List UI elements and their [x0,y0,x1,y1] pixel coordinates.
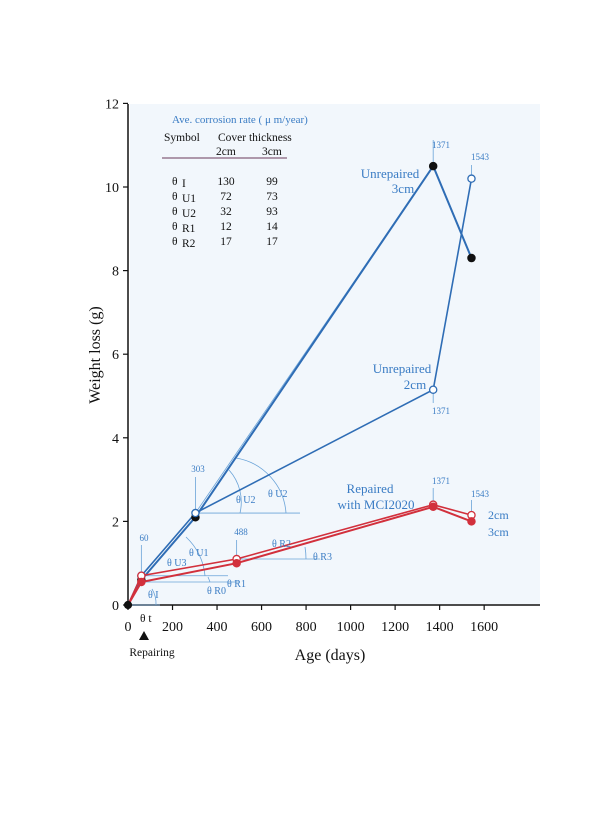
data-point-unrepaired-3cm [428,161,438,171]
label-repaired-2: with MCI2020 [338,497,415,512]
day-label-60: 60 [140,533,150,543]
x-tick-label: 400 [207,620,228,635]
guide-arc-u2b [235,457,287,514]
plot-background [130,104,540,604]
theta-u3: θ U3 [167,558,187,569]
x-tick-label: 1600 [470,620,498,635]
theta-r3: θ R3 [313,552,332,563]
label-repaired-2cm: 2cm [488,508,509,522]
rate-row-2cm: 12 [220,221,232,233]
x-tick-label: 200 [162,620,183,635]
axis-ticks: 0 200 400 600 800 1000 1200 1400 1600 0 2 4 6 8 10 12 [105,97,498,635]
rate-row-symbol: θ [172,176,178,188]
y-tick-label: 12 [105,97,119,112]
theta-r2: θ R2 [272,539,291,550]
data-point-unrepaired-2cm [191,508,200,518]
rate-row-2cm: 32 [220,206,232,218]
y-axis-title: Weight loss (g) [87,306,104,403]
x-tick-label: 1000 [337,620,365,635]
repairing-marker [139,631,149,640]
rate-table-thickness-header: Cover thickness [218,132,292,144]
theta-u2-a: θ U2 [236,495,256,506]
day-label-1371-low: 1371 [432,476,450,486]
theta-u1: θ U1 [189,548,209,559]
rate-row-symbol: θ [172,236,178,248]
label-repaired-3cm: 3cm [488,525,509,539]
repairing-label: Repairing [129,647,175,659]
y-tick-label: 0 [112,599,119,614]
rate-row-subscript: R2 [182,238,196,250]
label-repaired-1: Repaired [347,481,394,496]
rate-row-symbol: θ [172,206,178,218]
y-tick-label: 2 [112,515,119,530]
rate-table-col-3cm: 3cm [262,146,282,158]
guide-arc-r1 [207,576,211,583]
data-point-repaired-3cm [428,502,438,512]
theta-r1: θ R1 [227,579,246,590]
rate-table-rows: θ I 130 99θ U1 72 73θ U2 32 93θ R1 12 14θ R2 17 17 [172,176,278,250]
x-tick-label: 1200 [381,620,409,635]
rate-row-2cm: 17 [220,236,232,248]
data-point-repaired-3cm [232,558,241,568]
data-point-repaired-3cm [137,577,146,587]
data-point-repaired-3cm [467,517,476,526]
data-point-unrepaired-2cm [467,174,476,183]
rate-row-3cm: 14 [266,221,278,233]
x-tick-label: 800 [296,620,317,635]
rate-row-3cm: 17 [266,236,278,248]
x-tick-label: 1400 [426,620,454,635]
y-tick-label: 8 [112,265,119,280]
rate-table-col-2cm: 2cm [216,146,236,158]
theta-u2-b: θ U2 [268,489,288,500]
day-label-488: 488 [234,527,248,537]
y-tick-label: 6 [112,348,119,363]
rate-table-symbol-header: Symbol [164,132,200,144]
rate-row-3cm: 99 [266,176,278,188]
theta-t: θ t [140,613,152,625]
label-unrepaired-3cm-1: Unrepaired [361,166,420,181]
rate-row-symbol: θ [172,221,178,233]
guide-arc-i [151,588,157,606]
rate-row-3cm: 73 [266,191,278,203]
rate-row-2cm: 130 [217,176,235,188]
rate-table-title: Ave. corrosion rate ( μ m/year) [172,114,308,126]
day-label-1371-mid: 1371 [432,406,450,416]
data-point-origin [123,600,133,610]
day-label-303: 303 [191,464,205,474]
guide-arc-u1 [185,536,206,576]
rate-row-subscript: I [182,178,186,190]
label-unrepaired-2cm-2: 2cm [404,377,426,392]
theta-i: θ I [148,590,159,601]
x-tick-label: 0 [125,620,132,635]
day-label-1543-top: 1543 [471,152,490,162]
rate-row-3cm: 93 [266,206,278,218]
label-unrepaired-3cm-2: 3cm [392,181,414,196]
x-tick-label: 600 [251,620,272,635]
y-tick-label: 4 [112,432,119,447]
label-unrepaired-2cm-1: Unrepaired [373,361,432,376]
day-label-1543-low: 1543 [471,489,490,499]
data-point-unrepaired-2cm [428,385,438,394]
rate-row-2cm: 72 [220,191,232,203]
guide-arc-r2 [304,546,307,560]
x-axis-title: Age (days) [295,647,366,664]
series-layer [123,161,476,610]
theta-r0: θ R0 [207,586,226,597]
rate-row-subscript: U2 [182,208,196,220]
day-label-1371-top: 1371 [432,140,450,150]
y-tick-label: 10 [105,181,119,196]
rate-row-symbol: θ [172,191,178,203]
data-point-unrepaired-3cm [467,253,476,263]
rate-row-subscript: R1 [182,223,196,235]
rate-row-subscript: U1 [182,193,196,205]
